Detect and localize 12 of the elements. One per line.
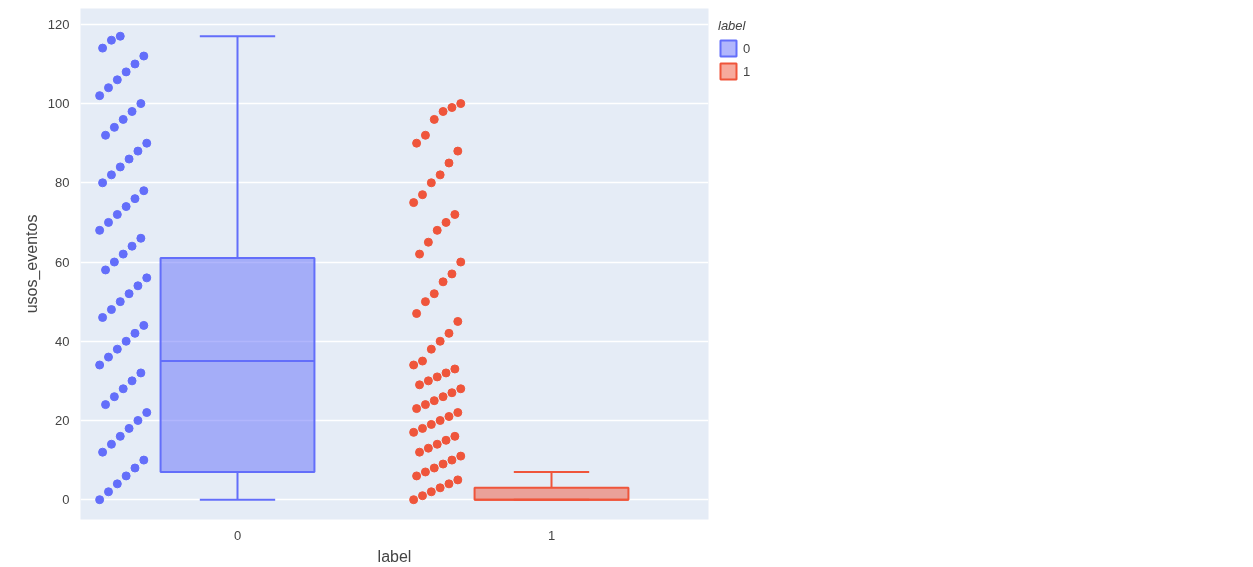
legend-label: 1 xyxy=(743,63,752,79)
y-tick-label: 0 xyxy=(62,492,70,508)
y-tick-label: 120 xyxy=(47,16,70,32)
y-tick-label: 100 xyxy=(47,96,70,112)
y-tick-label: 80 xyxy=(55,175,70,191)
y-tick-label: 20 xyxy=(55,412,70,428)
x-axis-title: label xyxy=(377,547,412,565)
legend-label: 0 xyxy=(743,40,752,56)
legend-title: label xyxy=(718,18,747,33)
y-axis-title: usos_eventos xyxy=(22,214,41,314)
y-tick-label: 40 xyxy=(55,333,70,349)
y-tick-label: 60 xyxy=(55,254,70,270)
